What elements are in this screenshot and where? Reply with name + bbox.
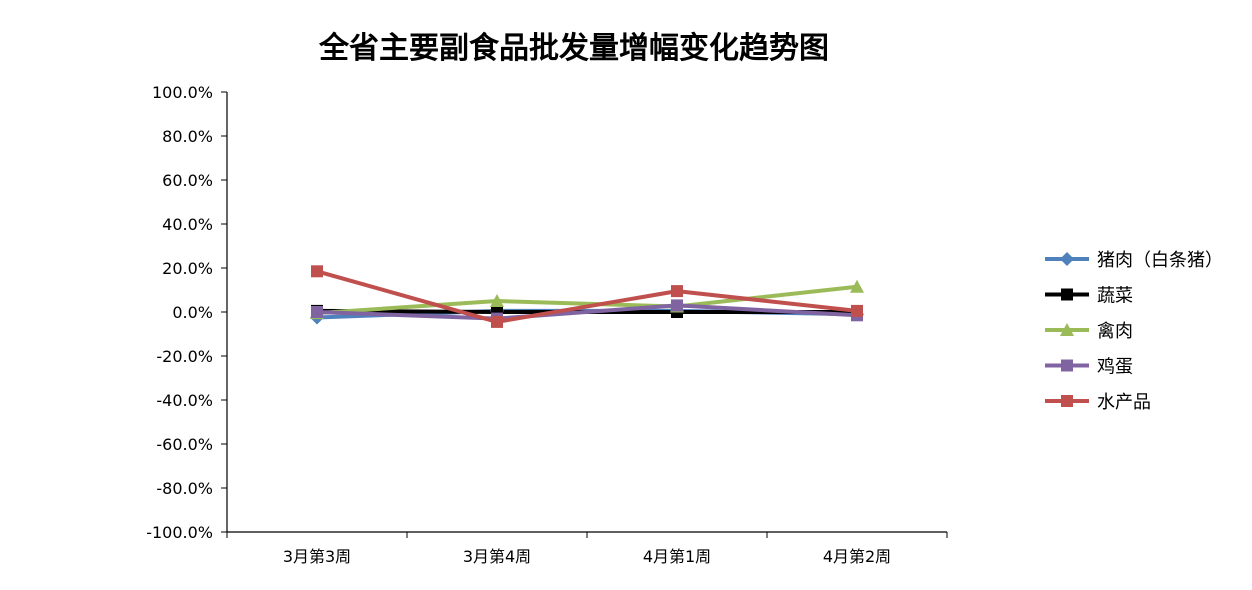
y-tick-label: 20.0% — [162, 259, 213, 278]
legend-label: 鸡蛋 — [1097, 357, 1133, 378]
legend-item: 水产品 — [1045, 392, 1151, 413]
legend-label: 蔬菜 — [1097, 286, 1133, 307]
data-point — [850, 279, 864, 293]
legend-marker — [1061, 395, 1073, 407]
x-tick-label: 3月第3周 — [283, 547, 351, 566]
data-point — [491, 315, 503, 328]
legend-marker — [1061, 359, 1073, 372]
legend-item: 禽肉 — [1045, 321, 1133, 342]
series-markers — [310, 265, 864, 328]
legend-marker — [1061, 288, 1073, 301]
y-tick-label: 100.0% — [152, 83, 213, 102]
axes: 100.0% 80.0% 60.0% 40.0% 20.0% 0.0% -20.0% -40.… — [146, 83, 948, 566]
legend-label: 猪肉（白条猪） — [1097, 250, 1223, 271]
data-point — [311, 306, 323, 318]
y-tick-label: 60.0% — [162, 171, 213, 190]
x-tick-label: 4月第2周 — [823, 547, 891, 566]
series-line — [316, 284, 858, 316]
y-tick-label: 40.0% — [162, 215, 213, 234]
x-tick-label: 4月第1周 — [643, 547, 711, 566]
y-tick-label: -40.0% — [156, 391, 213, 410]
legend-label: 水产品 — [1097, 392, 1151, 413]
x-tick-label: 3月第4周 — [463, 547, 531, 566]
chart-title: 全省主要副食品批发量增幅变化趋势图 — [318, 31, 829, 66]
data-point — [311, 265, 323, 278]
legend-item: 蔬菜 — [1045, 286, 1133, 307]
y-tick-label: -20.0% — [156, 347, 213, 366]
data-point — [671, 299, 683, 312]
data-point — [490, 294, 504, 307]
y-tick-label: -100.0% — [146, 523, 213, 542]
y-tick-label: 0.0% — [172, 303, 213, 322]
legend-marker — [1060, 252, 1074, 266]
series-lines — [316, 269, 858, 324]
legend-item: 鸡蛋 — [1045, 357, 1133, 378]
y-tick-label: -60.0% — [156, 435, 213, 454]
legend-item: 猪肉（白条猪） — [1045, 250, 1223, 271]
legend-marker — [1060, 323, 1074, 336]
data-point — [671, 285, 683, 298]
y-tick-label: -80.0% — [156, 479, 213, 498]
data-point — [851, 304, 863, 317]
legend-label: 禽肉 — [1097, 321, 1133, 342]
y-tick-label: 80.0% — [162, 127, 213, 146]
series-line — [316, 303, 858, 321]
series-line — [316, 269, 858, 324]
